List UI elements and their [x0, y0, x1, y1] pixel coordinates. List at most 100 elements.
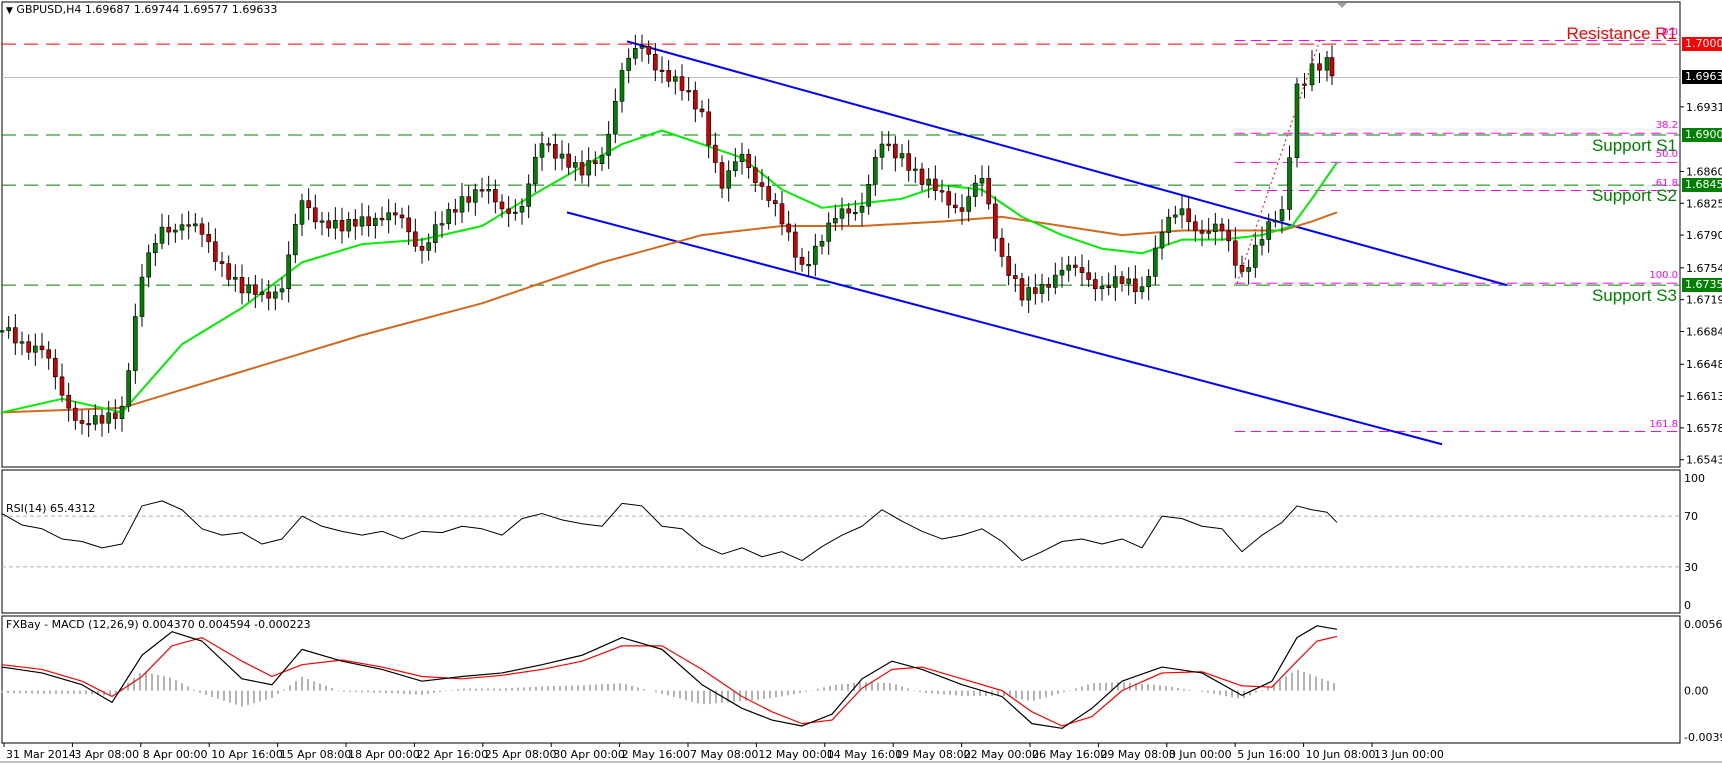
bull-candle	[1287, 157, 1292, 210]
bear-candle	[219, 261, 225, 264]
bull-candle	[926, 178, 931, 185]
bear-candle	[846, 208, 851, 214]
rsi-line	[1, 500, 1338, 562]
macd-axis-label: 0.005653	[1684, 618, 1722, 631]
bear-candle	[1219, 223, 1225, 232]
bull-candle	[599, 155, 605, 165]
bear-candle	[86, 423, 91, 426]
bear-candle	[993, 203, 998, 239]
bull-candle	[486, 189, 491, 192]
x-axis-label: 7 May 08:00	[690, 748, 758, 761]
dropdown-triangle-icon[interactable]: ▼	[6, 6, 13, 16]
bear-candle	[73, 407, 78, 421]
bear-candle	[186, 224, 191, 227]
bear-candle	[646, 45, 651, 55]
bear-candle	[793, 231, 798, 258]
bull-candle	[1266, 221, 1271, 240]
bear-candle	[779, 203, 785, 225]
channel-upper-trendline[interactable]	[626, 40, 1508, 287]
fib-level-label: 0.0	[1662, 27, 1678, 39]
bull-candle	[606, 133, 611, 156]
bear-candle	[46, 349, 51, 359]
bull-candle	[839, 208, 845, 219]
bull-candle	[1126, 278, 1131, 284]
bull-candle	[286, 254, 291, 290]
bear-candle	[1186, 208, 1191, 223]
bull-candle	[386, 212, 391, 221]
bear-candle	[413, 231, 418, 247]
bear-candle	[353, 219, 358, 227]
rsi-axis-label: 100	[1684, 472, 1705, 485]
bear-candle	[453, 209, 458, 213]
bear-candle	[766, 186, 771, 201]
bear-candle	[393, 212, 398, 216]
fib-level-label: 161.8	[1649, 418, 1678, 430]
bear-candle	[746, 154, 751, 169]
bull-candle	[359, 216, 365, 227]
bear-candle	[1329, 57, 1335, 77]
macd-main-line	[1, 625, 1338, 729]
bull-candle	[1279, 209, 1285, 221]
bear-candle	[366, 216, 371, 226]
bear-candle	[773, 200, 778, 204]
bull-candle	[833, 217, 838, 224]
bear-candle	[313, 207, 318, 223]
bear-candle	[693, 90, 698, 110]
bear-candle	[1013, 275, 1018, 279]
bull-candle	[193, 223, 198, 227]
bull-candle	[619, 70, 625, 102]
support-level-name: Support S2	[1591, 186, 1677, 206]
rsi-axis-label: 0	[1684, 599, 1691, 612]
bear-candle	[13, 327, 18, 344]
fibonacci-swing-line[interactable]	[1236, 39, 1321, 284]
bull-candle	[573, 162, 578, 168]
bull-candle	[513, 211, 518, 214]
bear-candle	[1233, 240, 1238, 266]
chart-shift-marker-icon[interactable]	[1337, 3, 1347, 8]
bear-candle	[66, 394, 71, 409]
y-axis-label: 1.67190	[1686, 294, 1722, 307]
bull-candle	[1179, 208, 1185, 216]
bull-candle	[259, 291, 265, 295]
bull-candle	[346, 219, 351, 232]
ma-fast-line	[1, 129, 1338, 414]
y-axis-label: 1.66840	[1686, 325, 1722, 338]
bull-candle	[526, 183, 531, 207]
bull-candle	[33, 345, 38, 353]
bull-candle	[973, 182, 978, 197]
bull-candle	[739, 154, 745, 162]
bear-candle	[479, 189, 485, 192]
bear-candle	[1193, 221, 1198, 231]
bear-candle	[1119, 276, 1125, 284]
bull-candle	[1173, 214, 1178, 218]
bull-candle	[446, 209, 451, 224]
bull-candle	[1273, 220, 1278, 223]
bull-candle	[1253, 244, 1258, 268]
bull-candle	[733, 161, 738, 171]
channel-lower-trendline[interactable]	[566, 211, 1443, 446]
bear-candle	[1046, 283, 1051, 288]
bear-candle	[986, 178, 991, 205]
bear-candle	[1199, 230, 1205, 234]
bear-candle	[226, 263, 231, 280]
x-axis-label: 8 Apr 00:00	[143, 748, 208, 761]
bull-candle	[473, 189, 478, 203]
bear-candle	[306, 200, 311, 209]
bull-candle	[246, 284, 251, 294]
bull-candle	[1099, 285, 1105, 290]
bull-candle	[586, 160, 591, 176]
bear-candle	[906, 153, 911, 171]
y-axis-label: 1.65780	[1686, 422, 1722, 435]
bear-candle	[79, 420, 85, 424]
x-axis-label: 25 Apr 08:00	[485, 748, 557, 761]
bear-candle	[753, 167, 758, 183]
bear-candle	[786, 223, 791, 233]
bear-candle	[493, 189, 498, 203]
bear-candle	[326, 220, 331, 229]
bull-candle	[159, 226, 165, 244]
rsi-header: RSI(14) 65.4312	[6, 502, 96, 515]
bull-candle	[826, 222, 831, 242]
x-axis-label: 29 May 08:00	[1100, 748, 1175, 761]
